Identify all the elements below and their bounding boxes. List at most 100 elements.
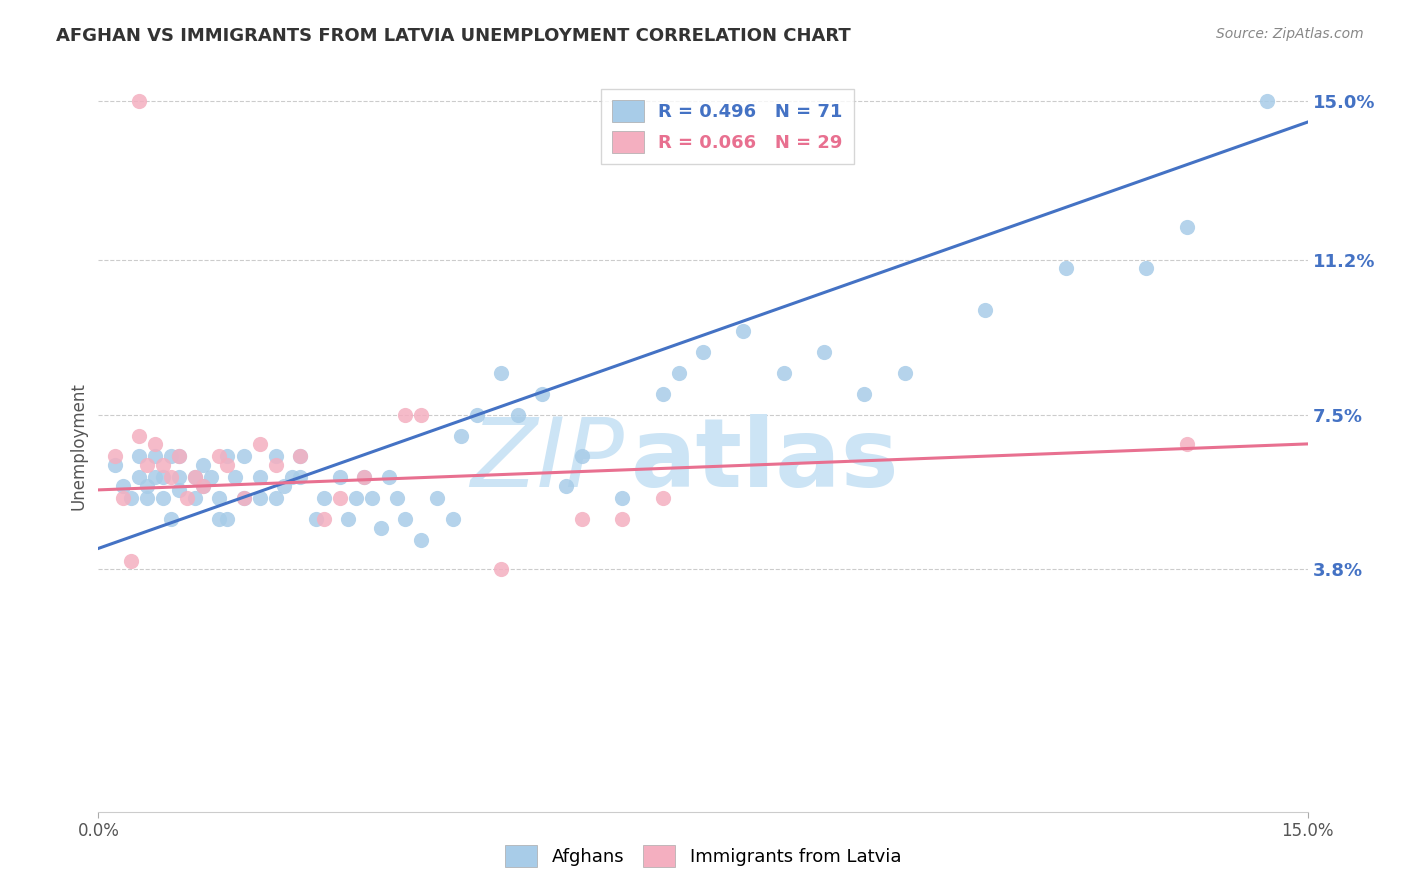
Point [193,479,215,493]
Point [249,470,271,484]
Point [135,458,157,472]
Point [813,345,835,359]
Point [111,479,134,493]
Point [733,324,755,338]
Point [232,491,254,506]
Point [329,491,352,506]
Point [344,491,367,506]
Point [612,512,634,526]
Point [224,470,246,484]
Point [612,491,634,506]
Point [465,408,488,422]
Point [385,491,408,506]
Point [143,450,166,464]
Point [377,470,399,484]
Point [974,303,997,318]
Point [184,470,207,484]
Point [217,450,239,464]
Point [288,450,311,464]
Point [409,408,432,422]
Text: Source: ZipAtlas.com: Source: ZipAtlas.com [1216,27,1364,41]
Point [288,450,311,464]
Point [167,450,190,464]
Point [217,512,239,526]
Point [314,491,336,506]
Point [111,491,134,506]
Point [167,483,190,497]
Point [441,512,464,526]
Text: AFGHAN VS IMMIGRANTS FROM LATVIA UNEMPLOYMENT CORRELATION CHART: AFGHAN VS IMMIGRANTS FROM LATVIA UNEMPLO… [56,27,851,45]
Point [232,450,254,464]
Point [409,533,432,547]
Point [200,470,222,484]
Point [249,491,271,506]
Point [651,386,673,401]
Point [1054,261,1077,276]
Point [184,491,207,506]
Point [128,428,150,442]
Point [361,491,384,506]
Point [264,450,287,464]
Point [1175,219,1198,234]
Point [193,479,215,493]
Point [692,345,714,359]
Point [135,479,157,493]
Point [264,491,287,506]
Point [135,491,157,506]
Point [555,479,578,493]
Point [329,470,352,484]
Point [143,470,166,484]
Point [273,479,295,493]
Point [353,470,375,484]
Point [120,491,142,506]
Point [103,458,125,472]
Point [491,366,513,380]
Point [184,470,207,484]
Text: ZIP: ZIP [471,414,624,508]
Point [370,520,392,534]
Point [152,458,174,472]
Point [337,512,360,526]
Text: atlas: atlas [630,414,898,508]
Y-axis label: Unemployment: Unemployment [69,382,87,510]
Point [772,366,794,380]
Legend: R = 0.496   N = 71, R = 0.066   N = 29: R = 0.496 N = 71, R = 0.066 N = 29 [600,89,853,164]
Point [167,450,190,464]
Point [160,470,183,484]
Point [128,450,150,464]
Point [571,450,593,464]
Point [208,450,231,464]
Point [120,554,142,568]
Point [281,470,304,484]
Point [249,437,271,451]
Point [167,470,190,484]
Point [288,470,311,484]
Point [668,366,690,380]
Point [853,386,876,401]
Point [208,491,231,506]
Point [305,512,328,526]
Point [103,450,125,464]
Legend: Afghans, Immigrants from Latvia: Afghans, Immigrants from Latvia [498,838,908,874]
Point [1256,94,1278,108]
Point [426,491,449,506]
Point [506,408,529,422]
Point [160,450,183,464]
Point [491,562,513,576]
Point [450,428,472,442]
Point [193,458,215,472]
Point [160,512,183,526]
Point [893,366,915,380]
Point [571,512,593,526]
Point [152,491,174,506]
Point [128,94,150,108]
Point [232,491,254,506]
Point [217,458,239,472]
Point [353,470,375,484]
Point [314,512,336,526]
Point [264,458,287,472]
Point [1175,437,1198,451]
Point [530,386,553,401]
Point [1135,261,1157,276]
Point [208,512,231,526]
